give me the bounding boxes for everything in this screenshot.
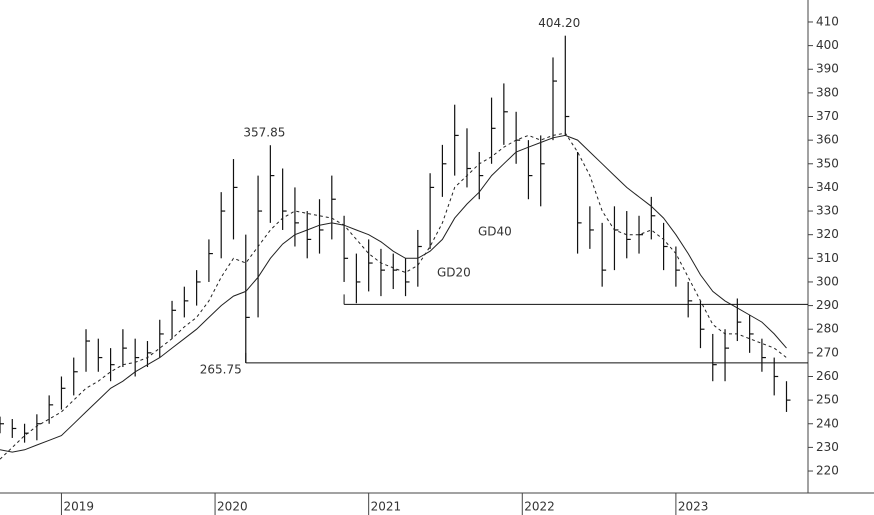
y-tick-label: 230 (816, 440, 839, 454)
y-tick-label: 310 (816, 251, 839, 265)
y-tick-label: 380 (816, 85, 839, 99)
annotation: 265.75 (200, 362, 242, 376)
series-label: GD40 (478, 225, 512, 239)
y-tick-label: 390 (816, 62, 839, 76)
y-tick-label: 260 (816, 369, 839, 383)
y-tick-label: 410 (816, 14, 839, 28)
y-tick-label: 330 (816, 204, 839, 218)
y-tick-label: 370 (816, 109, 839, 123)
y-tick-label: 290 (816, 298, 839, 312)
x-tick-label: 2021 (371, 500, 402, 514)
x-tick-label: 2020 (217, 500, 248, 514)
x-tick-label: 2023 (678, 500, 709, 514)
moving-average (0, 132, 787, 460)
y-tick-label: 240 (816, 416, 839, 430)
y-tick-label: 250 (816, 393, 839, 407)
x-tick-label: 2022 (524, 500, 555, 514)
annotation: 357.85 (243, 126, 285, 140)
moving-average (0, 134, 787, 453)
y-tick-label: 270 (816, 345, 839, 359)
y-tick-label: 320 (816, 227, 839, 241)
y-tick-label: 400 (816, 38, 839, 52)
y-tick-label: 220 (816, 464, 839, 478)
y-tick-label: 360 (816, 133, 839, 147)
y-tick-label: 280 (816, 322, 839, 336)
x-tick-label: 2019 (63, 500, 94, 514)
y-tick-label: 300 (816, 274, 839, 288)
series-label: GD20 (437, 266, 471, 280)
y-tick-label: 340 (816, 180, 839, 194)
y-tick-label: 350 (816, 156, 839, 170)
annotation: 404.20 (538, 16, 580, 30)
